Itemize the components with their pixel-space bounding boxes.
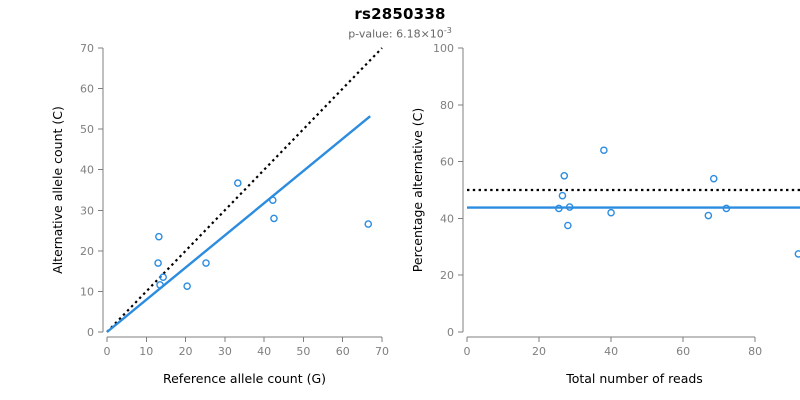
scatter-panel-right: 0 20 40 60 80 100 0 20 40 60 80 Total number of rea… — [400, 0, 800, 400]
y-axis-tick-label: 40 — [80, 164, 94, 177]
data-point — [709, 174, 718, 183]
data-point — [154, 259, 162, 267]
scatter-panel-left: 0 10 20 30 40 50 60 70 0 10 20 30 40 50 60 70 Reference … — [50, 42, 389, 386]
left-plot-svg: 0 10 20 30 40 50 60 70 0 10 20 30 40 50 60 70 Reference … — [50, 42, 389, 386]
y-axis-tick-label: 80 — [440, 99, 454, 112]
y-axis-title: Percentage alternative (C) — [410, 108, 425, 272]
data-point — [565, 203, 574, 211]
x-axis-tick-label: 0 — [104, 345, 111, 358]
data-point — [155, 232, 163, 241]
x-axis-tick-label: 60 — [676, 345, 690, 358]
y-axis-tick-label: 20 — [80, 245, 94, 258]
data-point — [564, 221, 572, 230]
y-axis-tick-label: 20 — [440, 269, 454, 282]
data-point — [607, 208, 615, 217]
x-axis-tick-label: 30 — [218, 345, 232, 358]
x-axis-tick-label: 60 — [336, 345, 350, 358]
x-axis-tick-label: 40 — [257, 345, 271, 358]
data-point — [704, 211, 713, 220]
identity-line — [106, 47, 383, 333]
y-axis-tick-label: 70 — [80, 42, 94, 55]
figure-title: rs2850338 — [354, 5, 446, 23]
y-axis-tick-label: 60 — [440, 156, 454, 169]
data-point — [600, 146, 608, 155]
x-axis-title: Reference allele count (G) — [163, 371, 326, 386]
data-point — [268, 196, 277, 204]
data-point — [202, 259, 210, 267]
y-axis-tick-label: 60 — [80, 83, 94, 96]
x-axis-tick-label: 20 — [532, 345, 546, 358]
x-axis-title: Total number of reads — [565, 371, 703, 386]
x-axis-tick-label: 40 — [604, 345, 618, 358]
data-point — [364, 220, 373, 228]
x-axis-tick-label: 20 — [179, 345, 193, 358]
y-axis-tick-label: 10 — [80, 285, 94, 298]
right-plot-svg: 0 20 40 60 80 100 0 20 40 60 80 Total number of rea… — [410, 42, 800, 386]
y-axis-tick-label: 100 — [433, 42, 454, 55]
data-point — [159, 273, 167, 282]
y-axis-title: Alternative allele count (C) — [50, 106, 65, 274]
data-point — [558, 191, 567, 200]
data-point — [270, 214, 278, 223]
x-axis-tick-label: 50 — [296, 345, 310, 358]
pvalue-text: p-value: 6.18×10 — [348, 27, 444, 41]
y-axis-tick-label: 50 — [80, 123, 94, 136]
data-point — [794, 250, 800, 258]
y-axis-tick-label: 0 — [87, 326, 94, 339]
data-point — [555, 204, 563, 213]
regression-line — [106, 115, 371, 333]
data-point — [234, 179, 242, 187]
y-axis-tick-label: 30 — [80, 204, 94, 217]
pvalue-exponent: -3 — [443, 26, 452, 35]
x-axis-tick-label: 80 — [748, 345, 762, 358]
y-axis-tick-label: 40 — [440, 212, 454, 225]
x-axis-tick-label: 0 — [464, 345, 471, 358]
data-point — [722, 204, 731, 213]
x-axis-tick-label: 70 — [375, 345, 389, 358]
data-point — [183, 282, 191, 290]
figure-subtitle: p-value: 6.18×10-3 — [0, 26, 800, 41]
data-point — [560, 171, 569, 180]
data-point — [156, 281, 164, 289]
y-axis-tick-label: 0 — [447, 326, 454, 339]
x-axis-tick-label: 10 — [139, 345, 153, 358]
